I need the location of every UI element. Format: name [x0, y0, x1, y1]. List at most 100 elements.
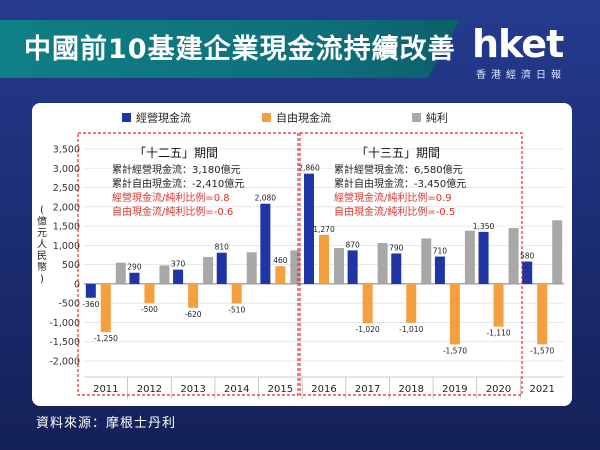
bar-operating: [304, 173, 314, 284]
bar-net: [334, 248, 344, 284]
y-tick-label: 1,000: [53, 241, 80, 252]
bar-operating: [173, 269, 184, 284]
x-tick-label: 2021: [529, 384, 554, 395]
y-tick-label: 500: [62, 260, 80, 271]
annotation-line: 經營現金流/純利比例=0.9: [334, 191, 452, 204]
bar-operating: [260, 203, 271, 284]
bar-net: [377, 243, 388, 284]
legend-label: 經營現金流: [136, 111, 191, 125]
data-label: -620: [185, 310, 202, 319]
legend-label: 純利: [426, 112, 448, 125]
source-note: 資料來源：摩根士丹利: [36, 416, 177, 431]
data-label: -1,010: [399, 325, 423, 334]
cash-flow-chart: -2,000 -1,500 -1,000 -500 0 500 1,000 1,500 2,00…: [37, 111, 564, 399]
annotation-heading: 「十三五」期間: [356, 146, 440, 160]
x-tick-label: 2013: [180, 384, 205, 395]
y-tick-label: -1,000: [49, 318, 80, 329]
annotation-line: 累計自由現金流：-3,450億元: [334, 177, 466, 190]
x-tick-label: 2015: [268, 384, 293, 395]
y-tick-label: -1,500: [49, 337, 80, 348]
data-label: 1,270: [313, 225, 335, 234]
bar-operating: [391, 253, 402, 284]
bar-operating: [216, 252, 227, 284]
data-label: 370: [171, 260, 186, 269]
bar-free: [449, 283, 460, 345]
bar-net: [159, 265, 170, 284]
bar-net: [552, 220, 563, 284]
bar-net: [508, 228, 519, 284]
y-tick-label: 1,500: [53, 222, 80, 233]
y-tick-label: -500: [58, 299, 80, 310]
bar-free: [362, 283, 373, 324]
bar-free: [144, 283, 155, 304]
x-tick-label: 2020: [486, 384, 511, 395]
annotation-line: 自由現金流/純利比例=-0.5: [334, 205, 455, 218]
bar-net: [246, 252, 257, 284]
y-tick-label: 2,500: [53, 183, 80, 194]
bar-net: [290, 250, 301, 284]
y-axis-label-char: (: [40, 205, 44, 216]
y-axis-label-char: 幣: [37, 262, 47, 274]
x-tick-label: 2019: [442, 384, 467, 395]
page-title: 中國前10基建企業現金流持續改善: [24, 34, 456, 65]
bar-free: [275, 266, 286, 284]
data-label: -500: [141, 305, 158, 314]
bar-free: [100, 283, 111, 333]
data-label: 1,350: [473, 222, 495, 231]
data-label: 810: [215, 243, 230, 252]
data-label: 580: [520, 252, 535, 261]
bar-free: [537, 283, 548, 345]
legend-swatch: [122, 113, 131, 122]
y-tick-label: 0: [74, 279, 80, 290]
period-box-13th: [299, 132, 523, 396]
x-tick-label: 2018: [399, 384, 424, 395]
bar-free: [406, 283, 417, 323]
x-tick-label: 2017: [355, 384, 380, 395]
bar-operating: [347, 250, 358, 284]
bar-net: [464, 230, 475, 284]
annotation-line: 自由現金流/純利比例=-0.6: [112, 205, 233, 218]
title-banner: [0, 20, 460, 78]
bar-net: [421, 238, 432, 284]
bar-operating: [85, 283, 96, 298]
chart-panel: -2,000 -1,500 -1,000 -500 0 500 1,000 1,500 2,00…: [32, 103, 572, 406]
y-tick-label: 3,500: [53, 145, 80, 156]
x-tick-label: 2016: [311, 384, 336, 395]
data-label: 710: [433, 247, 448, 256]
bar-net: [115, 262, 126, 284]
bar-net: [203, 256, 214, 284]
hket-logo: hket: [472, 22, 564, 66]
bar-operating: [478, 231, 489, 284]
period-box-12th: [77, 132, 299, 396]
data-label: -1,250: [94, 334, 118, 343]
y-tick-label: -2,000: [49, 357, 80, 368]
annotation-line: 累計自由現金流：-2,410億元: [112, 177, 244, 190]
y-axis-label-char: 元: [37, 228, 47, 239]
annotation-line: 經營現金流/純利比例=0.8: [112, 191, 230, 204]
x-tick-label: 2014: [224, 384, 249, 395]
legend-label: 自由現金流: [276, 111, 331, 125]
bar-free: [231, 283, 242, 304]
bar-operating: [434, 256, 445, 284]
data-label: 2,860: [298, 164, 320, 173]
x-tick-label: 2012: [137, 384, 162, 395]
data-label: 870: [345, 240, 360, 249]
annotation-line: 累計經營現金流：6,580億元: [334, 163, 463, 176]
data-label: 790: [389, 243, 404, 252]
bar-free: [319, 234, 329, 284]
y-tick-label: 2,000: [53, 202, 80, 213]
data-label: 290: [127, 263, 142, 272]
data-label: -510: [228, 306, 245, 315]
data-label: -1,110: [486, 329, 510, 338]
y-tick-label: 3,000: [53, 164, 80, 175]
bar-free: [493, 283, 504, 327]
bar-operating: [522, 261, 533, 284]
x-tick-label: 2011: [93, 384, 118, 395]
data-label: 460: [273, 256, 288, 265]
hket-logo-subtitle: 香港經濟日報: [476, 70, 566, 81]
y-axis-label-char: 億: [37, 215, 47, 228]
y-axis-label-char: 人: [37, 239, 47, 251]
legend-swatch: [262, 113, 271, 122]
bar-free: [188, 283, 199, 308]
data-label: -1,020: [356, 325, 380, 334]
